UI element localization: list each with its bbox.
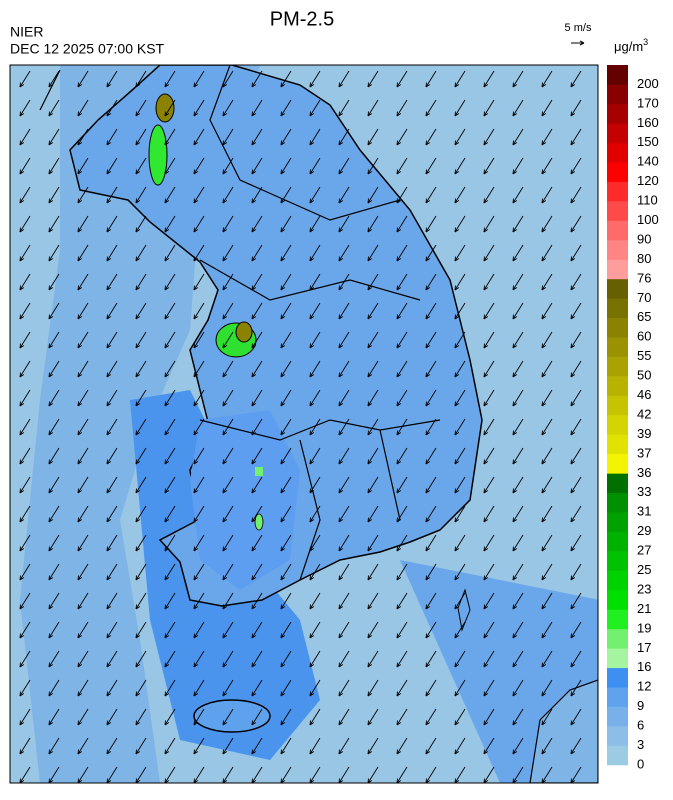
colorbar-label: 29 (637, 523, 651, 538)
wind-field (10, 65, 598, 783)
colorbar-swatch (607, 570, 628, 591)
unit-base: μg/m (614, 39, 643, 54)
colorbar-label: 36 (637, 465, 651, 480)
colorbar-swatch (607, 317, 628, 338)
unit-exponent: 3 (643, 37, 648, 47)
colorbar-label: 140 (637, 154, 659, 169)
colorbar-label: 9 (637, 698, 644, 713)
colorbar-label: 12 (637, 679, 651, 694)
colorbar-swatch (607, 453, 628, 474)
colorbar-swatch (607, 123, 628, 144)
colorbar-label: 23 (637, 581, 651, 596)
colorbar-label: 33 (637, 484, 651, 499)
colorbar-swatch (607, 687, 628, 707)
colorbar-swatch (607, 356, 628, 377)
wind-key-arrow (571, 40, 585, 46)
wind-key-label: 5 m/s (565, 22, 592, 34)
colorbar-swatch (607, 162, 628, 182)
colorbar-swatch (607, 492, 628, 513)
datetime: DEC 12 2025 07:00 KST (10, 41, 165, 57)
colorbar-label: 60 (637, 329, 651, 344)
map (10, 65, 598, 783)
colorbar-label: 31 (637, 504, 651, 519)
colorbar-swatch (607, 65, 628, 85)
colorbar-swatch (607, 376, 628, 396)
colorbar-label: 70 (637, 290, 651, 305)
colorbar-swatch (607, 201, 628, 221)
colorbar-label: 6 (637, 718, 644, 733)
colorbar-label: 21 (637, 601, 651, 616)
colorbar-label: 19 (637, 620, 651, 635)
colorbar-swatch (607, 531, 628, 552)
map-frame (9, 64, 599, 784)
colorbar-swatch (607, 142, 628, 163)
colorbar: 0369121617192123252729313336373942465055… (607, 65, 659, 771)
colorbar-label: 25 (637, 562, 651, 577)
colorbar-swatch (607, 103, 628, 124)
colorbar-label: 39 (637, 426, 651, 441)
colorbar-label: 65 (637, 309, 651, 324)
colorbar-swatch (607, 395, 628, 416)
colorbar-label: 150 (637, 134, 659, 149)
colorbar-swatch (607, 415, 628, 435)
colorbar-swatch (607, 745, 628, 766)
colorbar-swatch (607, 667, 628, 688)
colorbar-swatch (607, 434, 628, 455)
colorbar-swatch (607, 259, 628, 280)
colorbar-label: 110 (637, 193, 658, 208)
colorbar-label: 90 (637, 231, 651, 246)
colorbar-swatch (607, 278, 628, 299)
colorbar-swatch (607, 590, 628, 610)
colorbar-swatch (607, 726, 628, 746)
colorbar-swatch (607, 512, 628, 532)
colorbar-label: 0 (637, 756, 644, 771)
colorbar-label: 37 (637, 445, 651, 460)
colorbar-swatch (607, 84, 628, 105)
colorbar-label: 46 (637, 387, 651, 402)
colorbar-label: 27 (637, 543, 651, 558)
agency: NIER (10, 24, 43, 40)
colorbar-label: 76 (637, 270, 651, 285)
colorbar-label: 16 (637, 659, 651, 674)
colorbar-swatch (607, 551, 628, 571)
colorbar-swatch (607, 337, 628, 357)
colorbar-swatch (607, 628, 628, 649)
colorbar-label: 80 (637, 251, 651, 266)
colorbar-swatch (607, 298, 628, 319)
colorbar-swatch (607, 648, 628, 669)
colorbar-swatch (607, 240, 628, 260)
colorbar-swatch (607, 220, 628, 241)
colorbar-label: 55 (637, 348, 651, 363)
unit: μg/m3 (614, 37, 648, 54)
colorbar-swatch (607, 609, 628, 630)
title: PM-2.5 (270, 8, 334, 30)
colorbar-swatch (607, 706, 628, 727)
colorbar-swatch (607, 181, 628, 202)
colorbar-label: 200 (637, 76, 659, 91)
colorbar-label: 3 (637, 737, 644, 752)
colorbar-label: 160 (637, 115, 659, 130)
colorbar-label: 100 (637, 212, 659, 227)
colorbar-label: 50 (637, 368, 651, 383)
colorbar-label: 17 (637, 640, 651, 655)
colorbar-label: 42 (637, 406, 651, 421)
colorbar-swatch (607, 473, 628, 494)
colorbar-label: 170 (637, 95, 659, 110)
colorbar-label: 120 (637, 173, 659, 188)
